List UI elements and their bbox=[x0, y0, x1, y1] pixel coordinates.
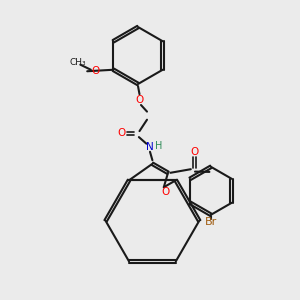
Text: O: O bbox=[161, 187, 170, 197]
Text: CH₃: CH₃ bbox=[70, 58, 86, 67]
Text: O: O bbox=[91, 66, 99, 76]
Text: O: O bbox=[135, 94, 144, 105]
Text: O: O bbox=[190, 147, 199, 157]
Text: Br: Br bbox=[205, 217, 217, 227]
Text: H: H bbox=[155, 141, 162, 151]
Text: O: O bbox=[117, 128, 126, 138]
Text: N: N bbox=[146, 142, 153, 152]
